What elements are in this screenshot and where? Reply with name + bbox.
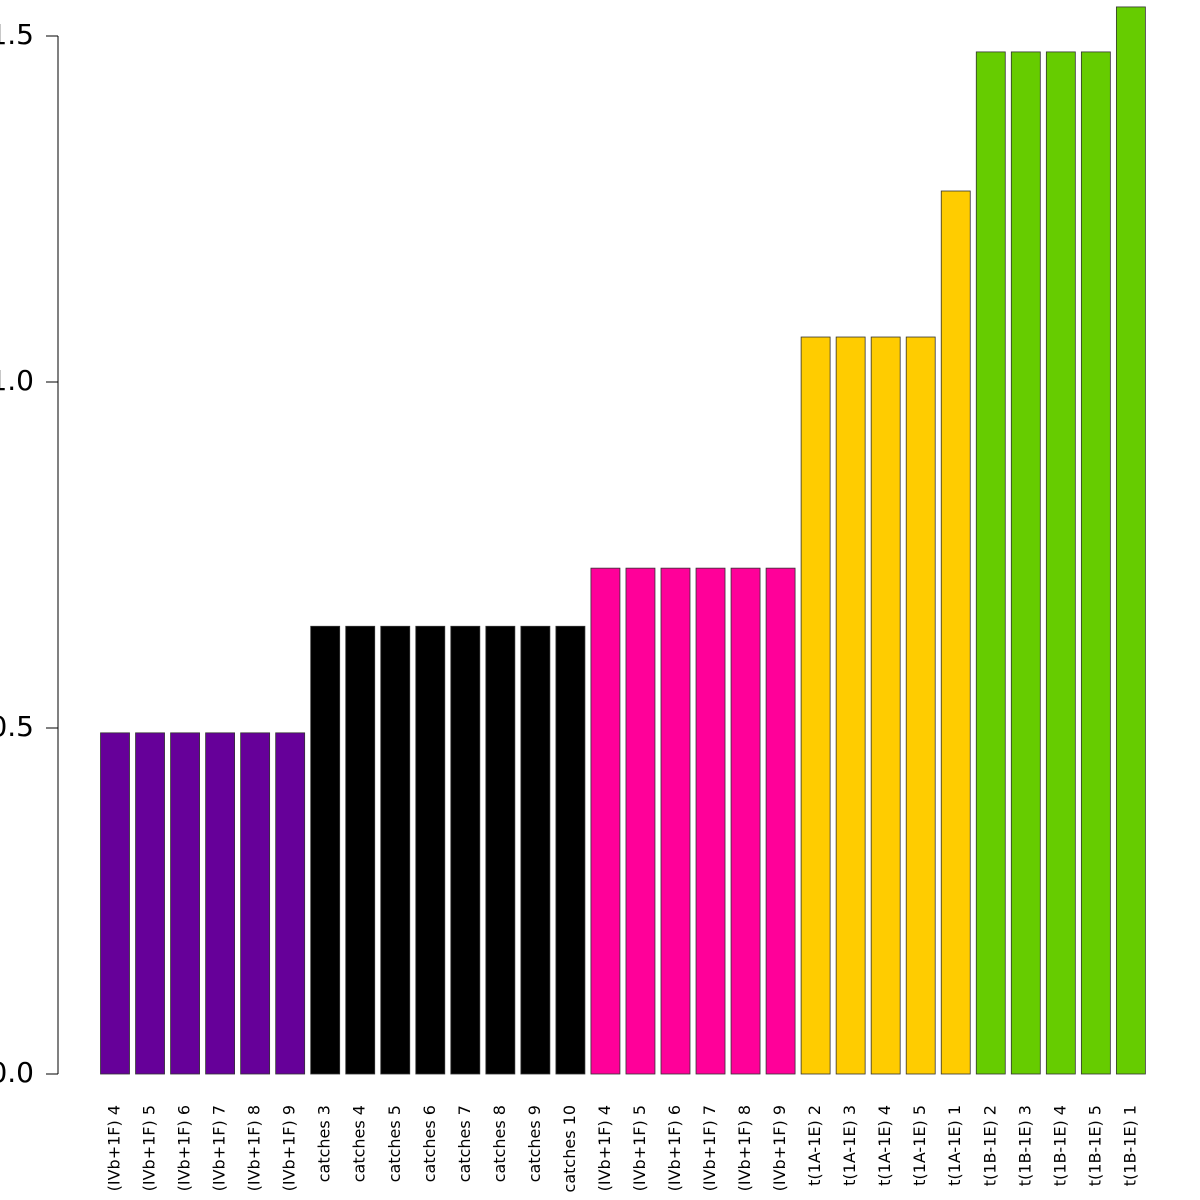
- x-tick-label: catches 7: [455, 1105, 474, 1182]
- x-tick-label: catches 8: [490, 1105, 509, 1182]
- x-tick-label: catches 5: [385, 1105, 404, 1182]
- bar: [415, 625, 446, 1075]
- x-tick-label: (IVb+1F) 6: [665, 1105, 684, 1191]
- x-tick-label: (IVb+1F) 4: [105, 1105, 124, 1191]
- x-tick-label: (IVb+1F) 9: [280, 1105, 299, 1191]
- x-tick-label: t(1A-1E) 4: [875, 1105, 894, 1186]
- bar: [450, 625, 481, 1075]
- bar: [590, 567, 621, 1075]
- x-tick-label: (IVb+1F) 7: [700, 1105, 719, 1191]
- bar: [170, 732, 200, 1075]
- bar: [800, 336, 831, 1075]
- bar: [660, 567, 691, 1075]
- x-tick-label: (IVb+1F) 4: [595, 1105, 614, 1191]
- x-tick-label: (IVb+1F) 6: [175, 1105, 194, 1191]
- x-tick-label: (IVb+1F) 7: [210, 1105, 229, 1191]
- bar: [975, 51, 1006, 1075]
- y-tick-label: 0.5: [0, 710, 34, 743]
- bar: [765, 567, 796, 1075]
- x-tick-label: (IVb+1F) 8: [735, 1105, 754, 1191]
- bar: [135, 732, 165, 1075]
- x-tick-label: catches 3: [315, 1105, 334, 1182]
- y-tick-label: 0.0: [0, 1056, 34, 1089]
- x-tick-label: t(1A-1E) 1: [945, 1105, 964, 1186]
- bar: [310, 625, 341, 1075]
- bar: [730, 567, 761, 1075]
- x-tick-label: catches 6: [420, 1105, 439, 1182]
- x-tick-label: (IVb+1F) 9: [770, 1105, 789, 1191]
- bar: [520, 625, 551, 1075]
- x-tick-label: (IVb+1F) 5: [140, 1105, 159, 1191]
- x-tick-label: t(1B-1E) 5: [1085, 1105, 1104, 1186]
- bar: [940, 190, 971, 1075]
- x-tick-label: (IVb+1F) 5: [630, 1105, 649, 1191]
- x-tick-label: t(1B-1E) 4: [1050, 1105, 1069, 1186]
- x-tick-label: catches 4: [350, 1105, 369, 1182]
- bar: [1080, 51, 1111, 1075]
- bar: [1115, 6, 1146, 1075]
- x-tick-label: catches 10: [560, 1105, 579, 1192]
- bar: [1045, 51, 1076, 1075]
- x-tick-label: t(1A-1E) 3: [840, 1105, 859, 1186]
- bar: [695, 567, 726, 1075]
- bar: [275, 732, 306, 1075]
- x-tick-label: t(1B-1E) 1: [1120, 1105, 1139, 1186]
- bar: [1010, 51, 1041, 1075]
- bar: [345, 625, 376, 1075]
- x-tick-label: t(1A-1E) 5: [910, 1105, 929, 1186]
- x-tick-label: t(1A-1E) 2: [805, 1105, 824, 1186]
- bar: [625, 567, 656, 1075]
- x-tick-label: (IVb+1F) 8: [245, 1105, 264, 1191]
- bar: [835, 336, 866, 1075]
- bar: [240, 732, 271, 1075]
- y-tick-label: 1.5: [0, 18, 34, 51]
- x-tick-label: t(1B-1E) 3: [1015, 1105, 1034, 1186]
- x-tick-label: t(1B-1E) 2: [980, 1105, 999, 1186]
- bar: [205, 732, 236, 1075]
- bar: [485, 625, 516, 1075]
- bar: [905, 336, 936, 1075]
- bar: [870, 336, 901, 1075]
- y-tick-label: 1.0: [0, 364, 34, 397]
- x-tick-label: catches 9: [525, 1105, 544, 1182]
- bar: [380, 625, 411, 1075]
- bar: [555, 625, 586, 1075]
- bar: [100, 732, 130, 1075]
